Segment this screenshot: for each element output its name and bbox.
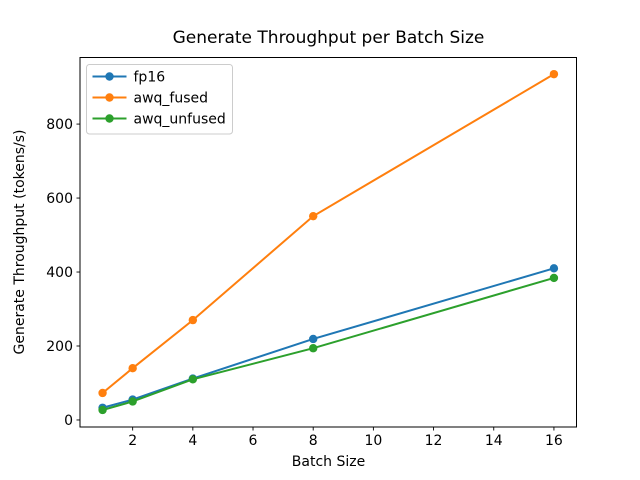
axes: 2 4 6 8 10 12 14 16 0 200 400 600 800: [46, 57, 577, 449]
plot-border: [79, 57, 577, 428]
y-tick-label: 0: [64, 413, 73, 429]
series-awq_unfused: [98, 273, 559, 415]
x-tick-label: 16: [545, 433, 563, 449]
legend-frame: [86, 64, 233, 135]
marker-awq_fused: [309, 211, 318, 221]
legend-label-awq_fused: awq_fused: [134, 91, 209, 107]
x-tick-label: 4: [188, 433, 197, 449]
x-tick-label: 8: [309, 433, 318, 449]
marker-awq_fused: [549, 69, 559, 79]
y-tick-label: 400: [46, 265, 73, 281]
x-tick-label: 10: [364, 433, 382, 449]
x-tick-label: 6: [249, 433, 258, 449]
chart-title: Generate Throughput per Batch Size: [172, 28, 485, 48]
x-tick-label: 14: [485, 433, 503, 449]
marker-awq_fused: [188, 315, 198, 325]
y-tick-label: 600: [46, 191, 73, 207]
legend-label-awq_unfused: awq_unfused: [134, 112, 226, 128]
legend-label-fp16: fp16: [134, 70, 166, 86]
series-fp16: [98, 264, 559, 412]
marker-awq_unfused: [188, 375, 198, 384]
marker-awq_fused: [98, 388, 107, 398]
legend-marker-awq_fused: [105, 93, 114, 102]
marker-awq_unfused: [98, 405, 107, 415]
x-axis-label: Batch Size: [291, 454, 366, 470]
legend: fp16 awq_fused awq_unfused: [86, 64, 233, 135]
marker-fp16: [309, 334, 318, 344]
marker-awq_unfused: [309, 344, 318, 353]
marker-awq_fused: [128, 363, 137, 373]
y-tick-label: 200: [46, 339, 73, 355]
marker-fp16: [549, 264, 559, 273]
legend-marker-awq_unfused: [105, 114, 114, 123]
y-tick-label: 800: [46, 117, 73, 133]
legend-marker-fp16: [105, 72, 114, 81]
marker-awq_unfused: [128, 397, 137, 406]
x-tick-label: 12: [425, 433, 443, 449]
marker-awq_unfused: [549, 273, 559, 283]
line-awq_unfused: [101, 276, 555, 411]
x-tick-label: 2: [128, 433, 137, 449]
series-awq_fused: [98, 69, 559, 398]
